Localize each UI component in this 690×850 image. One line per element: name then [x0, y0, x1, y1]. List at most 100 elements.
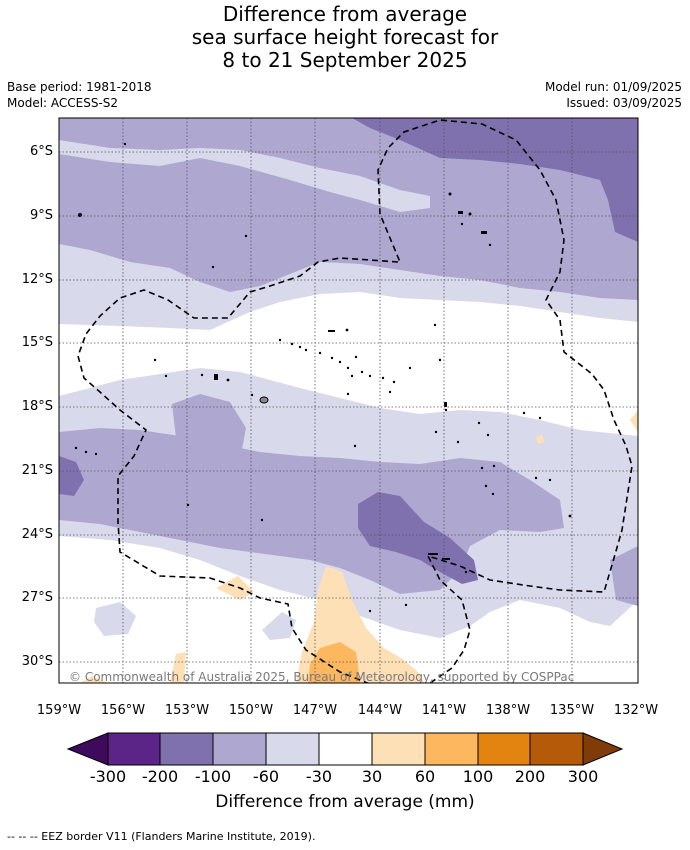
island	[368, 374, 372, 378]
island	[480, 466, 484, 470]
lat-label: 12°S	[21, 272, 53, 287]
meta-left: Base period: 1981-2018 Model: ACCESS-S2	[7, 79, 152, 111]
island	[278, 338, 282, 342]
colorbar-tick-label: -60	[252, 767, 280, 786]
contour-blob-pos30-sw	[80, 676, 109, 683]
lon-label: 150°W	[228, 703, 274, 718]
contour-blob-pos30-east	[630, 410, 638, 432]
lat-label: 30°S	[21, 654, 53, 669]
colorbar-bin	[212, 732, 267, 766]
island	[486, 433, 490, 437]
island	[444, 402, 447, 407]
colorbar-bin	[371, 732, 426, 766]
island	[548, 478, 552, 482]
colorbar-bin	[159, 732, 214, 766]
island	[381, 376, 385, 380]
island	[74, 446, 78, 450]
colorbar-extend-low	[66, 732, 109, 766]
base-period-text: Base period: 1981-2018	[7, 80, 152, 94]
island	[318, 351, 322, 355]
lat-label: 21°S	[21, 463, 53, 478]
island	[123, 142, 127, 146]
island	[298, 345, 302, 349]
island	[226, 378, 230, 382]
island	[360, 370, 364, 374]
lon-label: 138°W	[485, 703, 531, 718]
title-line-1: Difference from average	[222, 2, 468, 26]
contour-blob-neg60-west	[172, 394, 246, 474]
colorbar-tick-label: -30	[305, 767, 333, 786]
island	[244, 234, 248, 238]
colorbar-bin	[265, 732, 320, 766]
island	[345, 328, 349, 332]
issued-text: Issued: 03/09/2025	[566, 96, 682, 110]
colorbar	[66, 732, 624, 766]
island	[488, 243, 492, 247]
colorbar-tick-label: 30	[361, 767, 383, 786]
island	[434, 430, 438, 434]
island	[346, 392, 350, 396]
island	[350, 374, 354, 378]
island	[428, 553, 438, 555]
colorbar-bin	[424, 732, 479, 766]
lon-label: 156°W	[100, 703, 146, 718]
eez-borders	[77, 119, 633, 683]
island	[94, 452, 98, 456]
island	[259, 396, 269, 404]
island	[442, 558, 450, 560]
contour-blob-neg30-sw	[94, 602, 136, 636]
lat-label: 24°S	[21, 527, 53, 542]
lat-label: 6°S	[29, 144, 53, 159]
contour-blob-pos30-west	[216, 576, 254, 600]
contour-band-neg100-north	[352, 118, 638, 242]
island	[481, 231, 487, 234]
island	[164, 374, 168, 378]
island	[153, 358, 157, 362]
island	[392, 380, 396, 384]
island	[456, 440, 460, 444]
island	[522, 411, 526, 415]
island	[260, 518, 264, 522]
map-frame	[58, 117, 639, 684]
lon-label: 159°W	[36, 703, 82, 718]
island	[304, 348, 308, 352]
colorbar-tick-label: 200	[514, 767, 546, 786]
island	[464, 570, 468, 574]
colorbar-extend-high	[582, 732, 624, 766]
colorbar-tick-label: 60	[414, 767, 436, 786]
islands	[74, 142, 572, 613]
island	[492, 464, 496, 468]
map-field: © Commonwealth of Australia 2025, Bureau…	[59, 118, 638, 684]
contour-blob-neg100-west	[59, 456, 84, 496]
colorbar-tick-label: 100	[462, 767, 494, 786]
eez-legend-text: -- -- -- EEZ border V11 (Flanders Marine…	[7, 830, 316, 843]
island	[330, 356, 334, 360]
island	[458, 211, 463, 214]
contour-blob-pos30-east2	[536, 434, 544, 444]
island	[200, 373, 204, 377]
colorbar-tick-label: -300	[89, 767, 127, 786]
island	[84, 450, 88, 454]
island	[438, 358, 442, 362]
contour-blob-pos30-sw2	[170, 652, 186, 683]
island	[388, 390, 392, 394]
colorbar-bin	[477, 732, 531, 766]
island	[346, 366, 350, 370]
contour-band-neg60	[59, 118, 638, 300]
colorbar-bin	[318, 732, 373, 766]
copyright-text: © Commonwealth of Australia 2025, Bureau…	[69, 670, 574, 684]
colorbar-tick-label: -200	[141, 767, 179, 786]
lon-label: 147°W	[292, 703, 338, 718]
model-run-text: Model run: 01/09/2025	[544, 80, 682, 94]
model-text: Model: ACCESS-S2	[7, 96, 119, 110]
meta-right: Model run: 01/09/2025 Issued: 03/09/2025	[545, 79, 682, 111]
lon-label: 132°W	[613, 703, 659, 718]
lon-label: 141°W	[421, 703, 467, 718]
island	[338, 360, 342, 364]
island	[534, 476, 538, 480]
island	[404, 603, 408, 607]
contour-blob-neg30-mid	[262, 612, 296, 640]
colorbar-title: Difference from average (mm)	[215, 792, 475, 812]
title-line-3: 8 to 21 September 2025	[222, 48, 468, 72]
